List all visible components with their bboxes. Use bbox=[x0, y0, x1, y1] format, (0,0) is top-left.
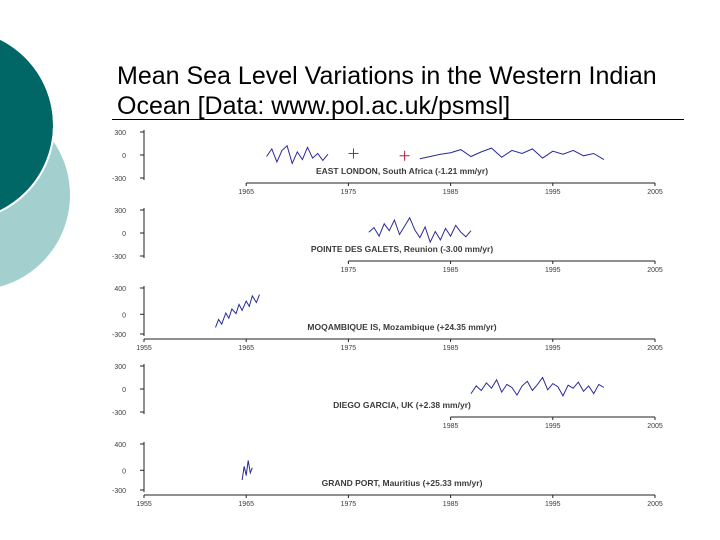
x-tick-label: 1995 bbox=[545, 423, 561, 430]
chart-panel-4: 300 0 -300 1985 1995 2005 DIEGO GARCIA, UK (+2… bbox=[112, 364, 663, 430]
y-tick-label: 0 bbox=[122, 153, 126, 160]
sea-level-series bbox=[368, 216, 472, 244]
x-tick-label: 2005 bbox=[647, 267, 663, 274]
y-tick-label: -300 bbox=[112, 176, 126, 183]
gap-mark bbox=[348, 148, 359, 159]
gap-mark bbox=[399, 150, 410, 161]
sea-level-series bbox=[470, 376, 605, 397]
y-tick-label: -300 bbox=[112, 410, 126, 417]
chart-panel-3: 400 0 -300 1955 1965 1975 1985 1995 2005 MOQAMBIQ… bbox=[112, 286, 663, 352]
x-tick-label: 1995 bbox=[545, 267, 561, 274]
station-label: MOQAMBIQUE IS, Mozambique (+24.35 mm/yr) bbox=[307, 322, 496, 332]
y-tick-label: 400 bbox=[114, 286, 126, 293]
x-tick-label: 1985 bbox=[443, 501, 459, 508]
sea-level-series bbox=[215, 294, 260, 328]
x-tick-label: 1965 bbox=[238, 189, 254, 196]
x-tick-label: 1995 bbox=[545, 501, 561, 508]
x-tick-label: 1955 bbox=[136, 501, 152, 508]
white-ring bbox=[0, 37, 55, 213]
x-tick-label: 1955 bbox=[136, 345, 152, 352]
station-label: DIEGO GARCIA, UK (+2.38 mm/yr) bbox=[333, 400, 471, 410]
y-tick-label: 0 bbox=[122, 468, 126, 475]
chart-panel-5: 400 0 -300 1955 1965 1975 1985 1995 2005 GRAND PO… bbox=[112, 442, 663, 508]
x-tick-label: 2005 bbox=[647, 501, 663, 508]
chart-panel-2: 300 0 -300 1975 1985 1995 2005 POINTE DES GALET… bbox=[112, 208, 663, 274]
x-tick-label: 1975 bbox=[341, 189, 357, 196]
y-tick-label: 300 bbox=[114, 364, 126, 371]
y-tick-label: 300 bbox=[114, 208, 126, 215]
y-tick-label: 400 bbox=[114, 442, 126, 449]
station-label: GRAND PORT, Mauritius (+25.33 mm/yr) bbox=[322, 478, 483, 488]
x-tick-label: 1985 bbox=[443, 189, 459, 196]
y-tick-label: -300 bbox=[112, 332, 126, 339]
station-label: EAST LONDON, South Africa (-1.21 mm/yr) bbox=[316, 166, 488, 176]
decorative-circles bbox=[0, 37, 70, 287]
sea-level-charts: 300 0 -300 1965 1975 1985 1995 2005 EAST LONDON,… bbox=[112, 130, 663, 508]
x-tick-label: 1985 bbox=[443, 267, 459, 274]
x-tick-label: 2005 bbox=[647, 345, 663, 352]
y-tick-label: 0 bbox=[122, 231, 126, 238]
x-tick-label: 1965 bbox=[238, 345, 254, 352]
title-divider bbox=[112, 119, 684, 120]
dark-teal-circle bbox=[0, 39, 53, 211]
sea-level-series bbox=[241, 460, 253, 481]
slide-title: Mean Sea Level Variations in the Western… bbox=[117, 61, 657, 120]
chart-panel-1: 300 0 -300 1965 1975 1985 1995 2005 EAST LONDON,… bbox=[112, 130, 663, 196]
x-tick-label: 1975 bbox=[341, 501, 357, 508]
x-tick-label: 1985 bbox=[443, 345, 459, 352]
x-tick-label: 1965 bbox=[238, 501, 254, 508]
x-tick-label: 1985 bbox=[443, 423, 459, 430]
sea-level-series bbox=[419, 147, 605, 161]
x-tick-label: 1975 bbox=[341, 267, 357, 274]
y-tick-label: -300 bbox=[112, 254, 126, 261]
x-tick-label: 1995 bbox=[545, 345, 561, 352]
y-tick-label: 0 bbox=[122, 312, 126, 319]
x-tick-label: 1975 bbox=[341, 345, 357, 352]
x-tick-label: 1995 bbox=[545, 189, 561, 196]
y-tick-label: 300 bbox=[114, 130, 126, 137]
y-tick-label: -300 bbox=[112, 488, 126, 495]
x-tick-label: 2005 bbox=[647, 189, 663, 196]
sea-level-series bbox=[266, 144, 329, 165]
station-label: POINTE DES GALETS, Reunion (-3.00 mm/yr) bbox=[311, 244, 493, 254]
x-tick-label: 2005 bbox=[647, 423, 663, 430]
y-tick-label: 0 bbox=[122, 387, 126, 394]
